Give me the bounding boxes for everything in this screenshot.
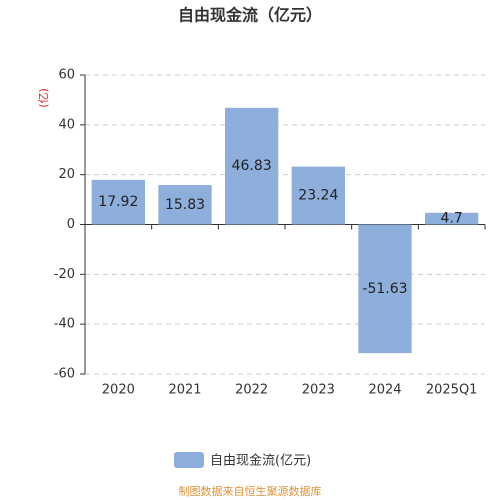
data-label: 4.7: [441, 211, 463, 227]
bar: [358, 224, 412, 354]
y-tick-label: 0: [67, 217, 75, 232]
legend-swatch: [174, 452, 204, 468]
source-note: 制图数据来自恒生聚源数据库: [179, 484, 322, 498]
x-tick-label: 2024: [368, 383, 401, 398]
y-tick-label: -40: [54, 317, 75, 332]
data-label: 15.83: [165, 197, 205, 213]
y-tick-label: 60: [58, 68, 75, 83]
data-label: 23.24: [298, 188, 338, 204]
bar: [158, 185, 212, 225]
bar: [225, 107, 279, 225]
y-axis-label: (亿): [37, 88, 50, 108]
data-label: 46.83: [232, 158, 272, 174]
x-tick-label: 2022: [235, 383, 268, 398]
y-tick-label: 40: [58, 117, 75, 132]
data-label: 17.92: [98, 194, 138, 210]
chart-title: 自由现金流（亿元）: [178, 6, 322, 25]
legend-label: 自由现金流(亿元): [210, 453, 311, 469]
y-tick-label: -20: [54, 267, 75, 282]
x-tick-label: 2020: [102, 383, 135, 398]
x-tick-label: 2023: [302, 383, 335, 398]
data-label: -51.63: [362, 281, 407, 297]
x-tick-label: 2021: [168, 383, 201, 398]
bar: [91, 179, 145, 225]
y-tick-label: 20: [58, 167, 75, 182]
bar: [425, 212, 479, 225]
y-tick-label: -60: [54, 367, 75, 382]
x-tick-label: 2025Q1: [426, 383, 478, 398]
bar: [291, 166, 345, 225]
